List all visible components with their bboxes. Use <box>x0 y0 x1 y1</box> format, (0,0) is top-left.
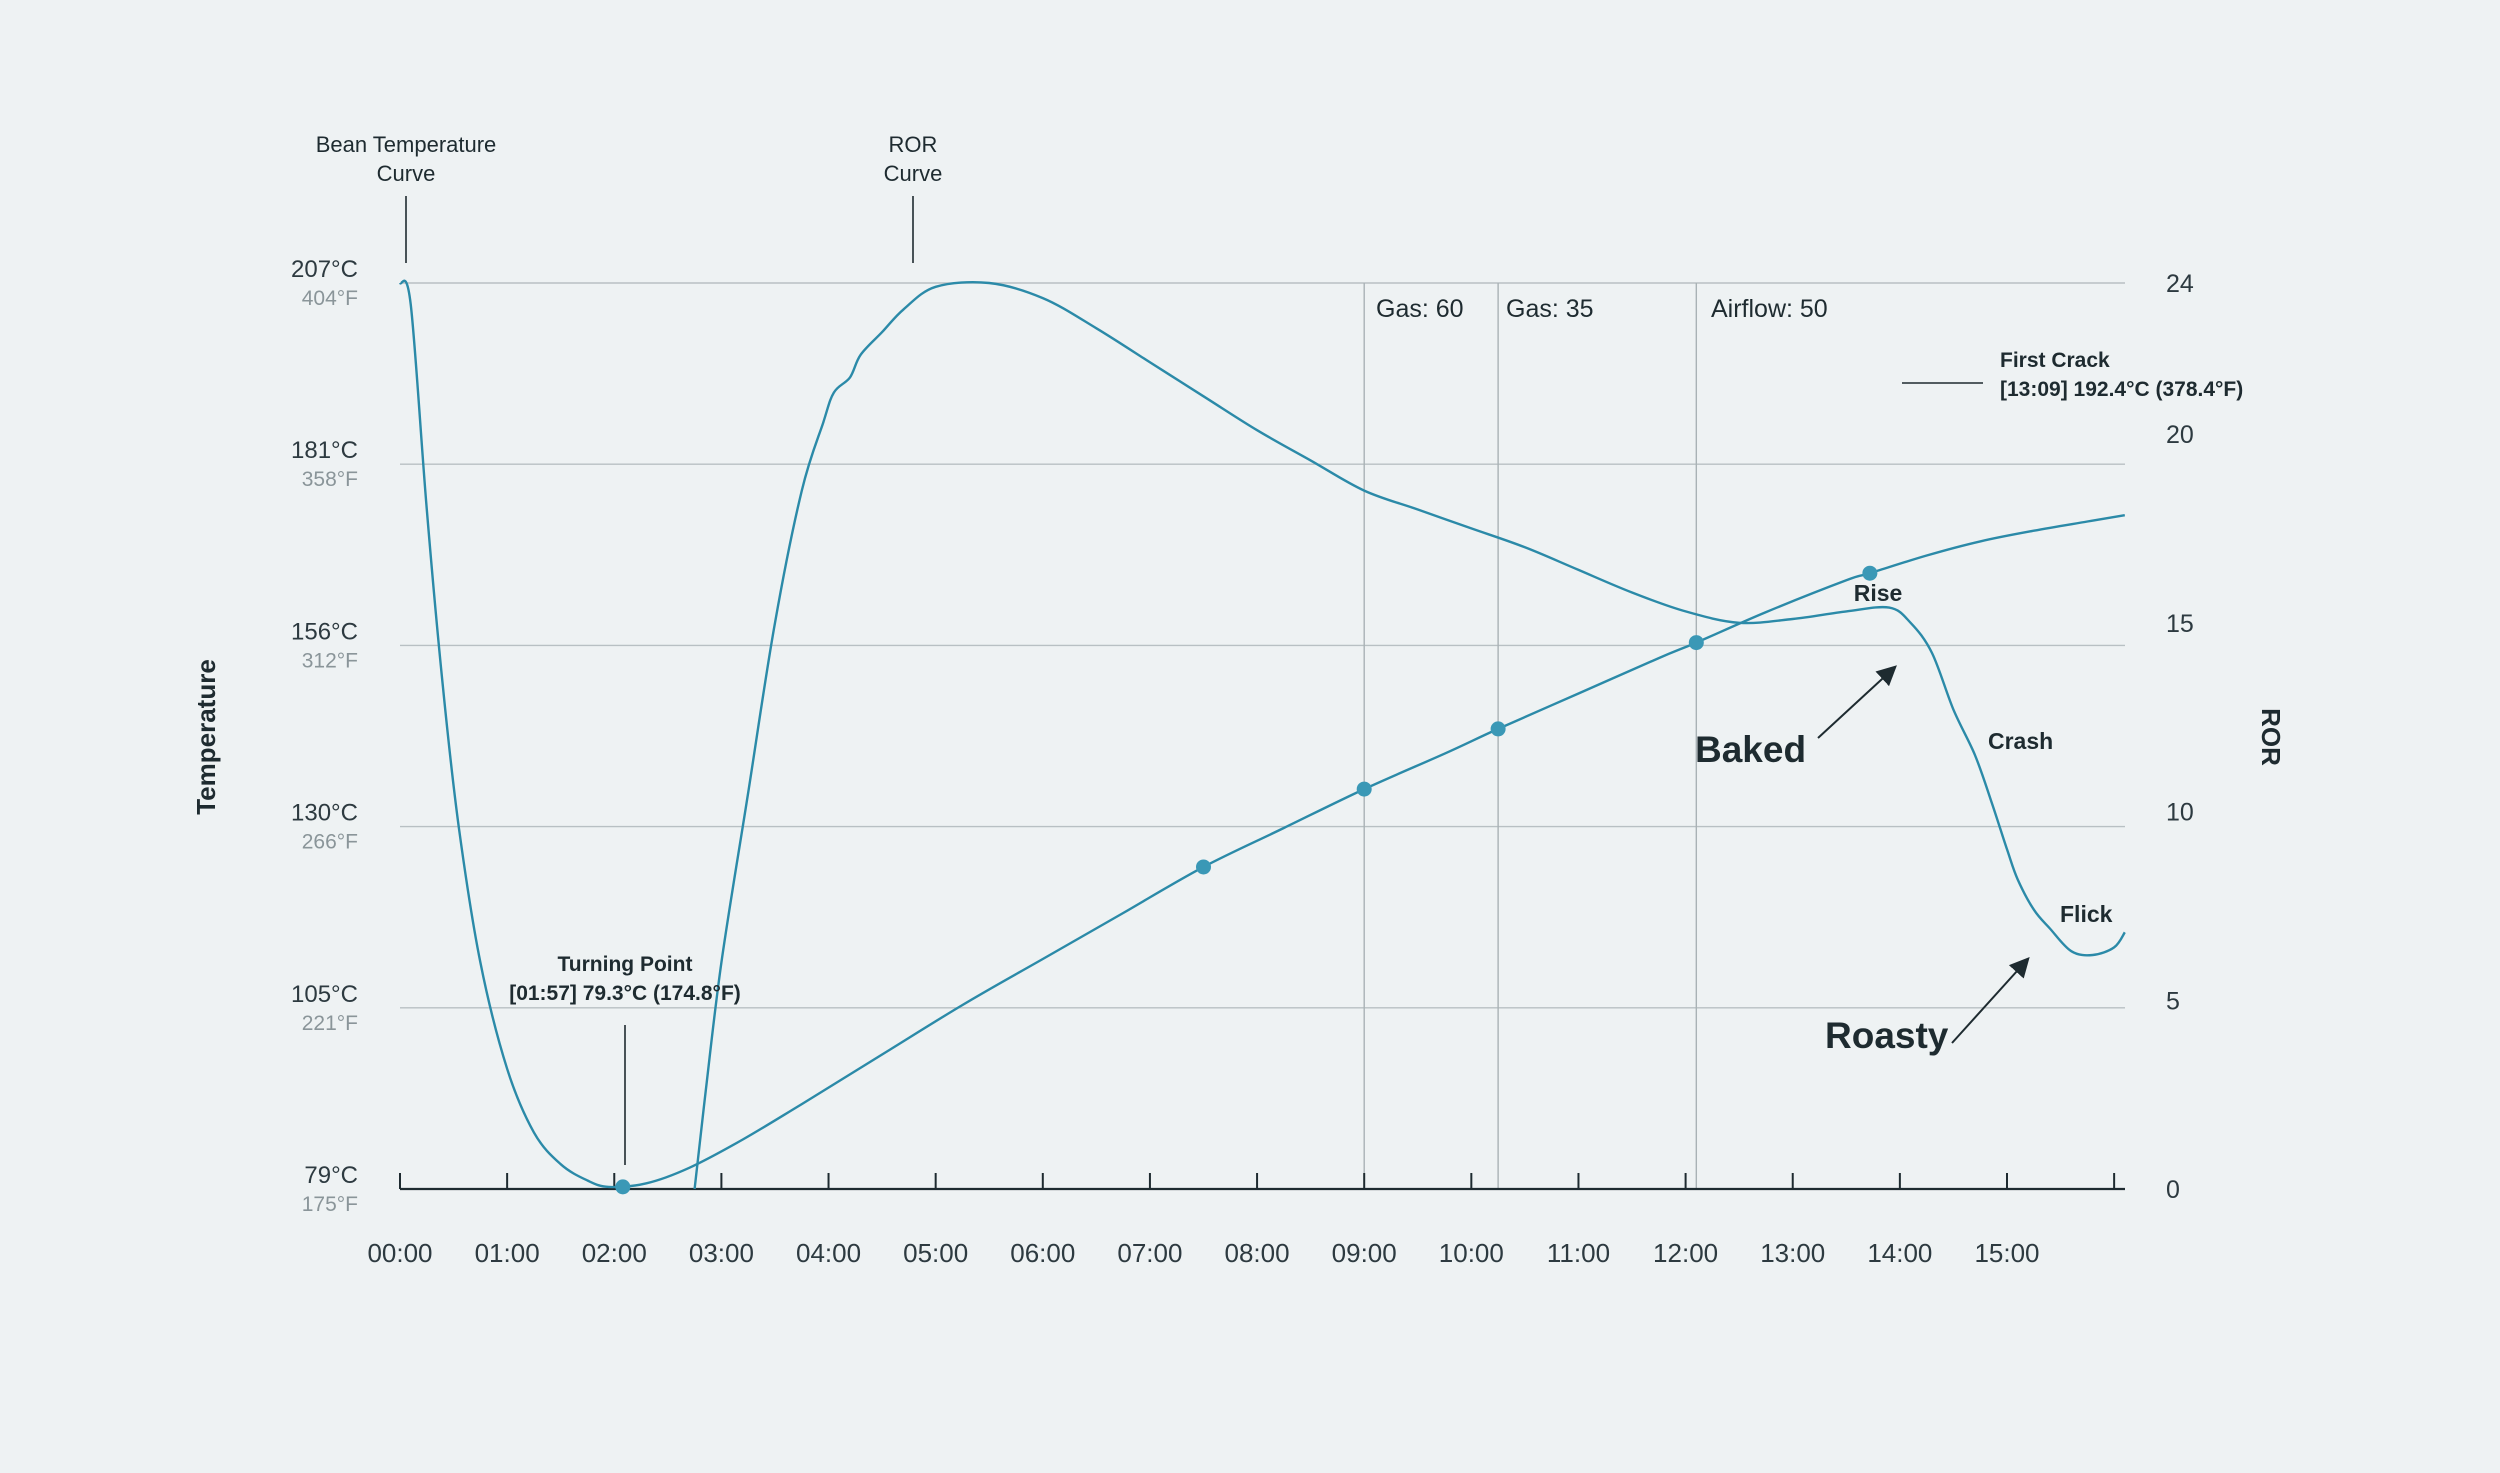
event-label-airflow-50: Airflow: 50 <box>1711 295 1828 323</box>
bean-curve-label-line1: Bean Temperature <box>316 132 497 157</box>
time-tick-label: 04:00 <box>796 1238 861 1268</box>
bean-temperature-series-line <box>398 279 2125 1189</box>
ror-curve-label-line1: ROR <box>889 132 938 157</box>
bean-curve-annotation: Bean Temperature Curve <box>316 132 497 263</box>
event-lines <box>1363 283 1698 1189</box>
ror-ticks: 0 5 10 15 20 24 <box>2166 270 2194 1204</box>
time-tick-label: 02:00 <box>582 1238 647 1268</box>
baked-label: Baked <box>1695 729 1806 770</box>
roasty-label: Roasty <box>1825 1015 1949 1056</box>
time-tick-label: 00:00 <box>367 1238 432 1268</box>
first-crack-annotation: First Crack [13:09] 192.4°C (378.4°F) <box>1902 349 2243 401</box>
data-marker <box>1356 781 1372 797</box>
event-label-gas-35: Gas: 35 <box>1506 295 1594 323</box>
data-marker <box>1490 721 1506 737</box>
temperature-tick-celsius: 181°C <box>291 437 358 464</box>
temperature-tick-fahrenheit: 312°F <box>302 649 358 672</box>
first-crack-label: First Crack <box>2000 349 2110 372</box>
temperature-tick-fahrenheit: 404°F <box>302 287 358 310</box>
data-markers <box>615 565 1878 1195</box>
ror-tick-label: 5 <box>2166 987 2180 1015</box>
time-tick-label: 13:00 <box>1760 1238 1825 1268</box>
time-tick-label: 12:00 <box>1653 1238 1718 1268</box>
time-tick-label: 10:00 <box>1439 1238 1504 1268</box>
data-marker <box>615 1179 631 1195</box>
first-crack-value: [13:09] 192.4°C (378.4°F) <box>2000 378 2243 401</box>
time-tick-label: 01:00 <box>475 1238 540 1268</box>
ror-curve-annotation: ROR Curve <box>884 132 943 263</box>
time-tick-label: 03:00 <box>689 1238 754 1268</box>
time-ticks: 00:00 01:00 02:00 03:00 04:00 05:00 06:00 07:00… <box>367 1238 2039 1268</box>
temperature-tick-celsius: 207°C <box>291 256 358 283</box>
temperature-tick-fahrenheit: 175°F <box>302 1193 358 1216</box>
temperature-axis-title: Temperature <box>191 659 221 815</box>
time-tick-label: 09:00 <box>1332 1238 1397 1268</box>
ror-series-line <box>693 280 2126 1190</box>
bean-curve-label-line2: Curve <box>377 161 436 186</box>
flick-label: Flick <box>2060 901 2113 927</box>
roasty-arrow <box>1951 957 2030 1044</box>
time-tick-label: 06:00 <box>1010 1238 1075 1268</box>
ror-curve-label-line2: Curve <box>884 161 943 186</box>
temperature-tick-fahrenheit: 221°F <box>302 1012 358 1035</box>
temperature-tick-fahrenheit: 266°F <box>302 831 358 854</box>
temperature-tick-celsius: 105°C <box>291 981 358 1008</box>
crash-label: Crash <box>1988 728 2053 754</box>
event-label-gas-60: Gas: 60 <box>1376 295 1464 323</box>
time-tick-label: 08:00 <box>1225 1238 1290 1268</box>
turning-point-value: [01:57] 79.3°C (174.8°F) <box>509 982 741 1005</box>
temperature-tick-celsius: 79°C <box>304 1162 358 1189</box>
ror-tick-label: 10 <box>2166 799 2194 827</box>
time-tick-label: 15:00 <box>1974 1238 2039 1268</box>
ror-tick-label: 15 <box>2166 610 2194 638</box>
data-marker <box>1196 859 1211 875</box>
turning-point-annotation: Turning Point [01:57] 79.3°C (174.8°F) <box>509 953 741 1165</box>
time-tick-label: 11:00 <box>1547 1238 1610 1268</box>
time-tick-label: 07:00 <box>1117 1238 1182 1268</box>
baked-arrow <box>1817 665 1897 739</box>
data-marker <box>1862 565 1878 581</box>
grid-lines <box>400 282 2125 1009</box>
rise-label: Rise <box>1854 580 1903 606</box>
data-marker <box>1688 635 1704 651</box>
ror-tick-label: 0 <box>2166 1176 2180 1204</box>
ror-axis-title: ROR <box>2256 708 2286 766</box>
ror-tick-label: 24 <box>2166 270 2194 298</box>
ror-tick-label: 20 <box>2166 421 2194 449</box>
temperature-tick-celsius: 130°C <box>291 800 358 827</box>
temperature-tick-fahrenheit: 358°F <box>302 468 358 491</box>
series-lines <box>398 279 2126 1190</box>
temperature-ticks: 79°C 175°F 105°C 221°F 130°C 266°F 156°C 312°F 1… <box>291 256 358 1216</box>
time-tick-label: 14:00 <box>1867 1238 1932 1268</box>
turning-point-label: Turning Point <box>558 953 693 976</box>
temperature-tick-celsius: 156°C <box>291 618 358 645</box>
time-tick-label: 05:00 <box>903 1238 968 1268</box>
